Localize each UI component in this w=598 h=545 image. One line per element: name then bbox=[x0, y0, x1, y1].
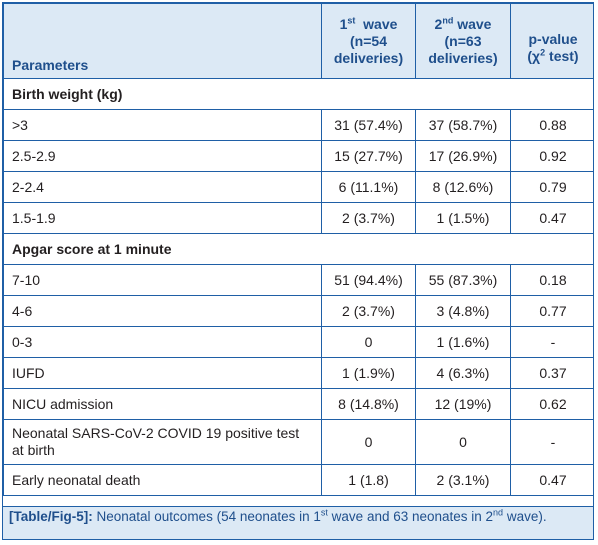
cell-parameter: Neonatal SARS-CoV-2 COVID 19 positive te… bbox=[3, 419, 322, 465]
cell-p-value: 0.18 bbox=[510, 264, 593, 296]
cell-first-wave: 15 (27.7%) bbox=[321, 140, 416, 172]
cell-parameter: 1.5-1.9 bbox=[3, 202, 322, 234]
header-first-wave-rest: wave bbox=[363, 15, 398, 32]
cell-p-value: 0.88 bbox=[510, 109, 593, 141]
header-first-wave-sup: st bbox=[347, 14, 356, 25]
cell-second-wave: 4 (6.3%) bbox=[415, 357, 511, 389]
cell-first-wave: 2 (3.7%) bbox=[321, 295, 416, 327]
table-row: 4-6 2 (3.7%) 3 (4.8%) 0.77 bbox=[3, 295, 593, 327]
header-second-wave-rest: wave bbox=[457, 15, 492, 32]
caption-text-a: Neonatal outcomes (54 neonates in 1 bbox=[92, 509, 321, 524]
cell-first-wave: 2 (3.7%) bbox=[321, 202, 416, 234]
cell-second-wave: 1 (1.6%) bbox=[415, 326, 511, 358]
cell-parameter: NICU admission bbox=[3, 388, 322, 420]
cell-first-wave: 8 (14.8%) bbox=[321, 388, 416, 420]
cell-second-wave: 37 (58.7%) bbox=[415, 109, 511, 141]
header-second-wave: 2nd wave (n=63 deliveries) bbox=[415, 3, 511, 79]
cell-first-wave: 1 (1.8) bbox=[321, 464, 416, 496]
cell-second-wave: 3 (4.8%) bbox=[415, 295, 511, 327]
cell-second-wave: 0 bbox=[415, 419, 511, 465]
table-row: 0-3 0 1 (1.6%) - bbox=[3, 326, 593, 358]
header-test: test) bbox=[549, 48, 579, 64]
cell-p-value: 0.79 bbox=[510, 171, 593, 203]
cell-p-value: 0.92 bbox=[510, 140, 593, 172]
cell-parameter: Early neonatal death bbox=[3, 464, 322, 496]
cell-p-value: 0.47 bbox=[510, 464, 593, 496]
cell-parameter: 2-2.4 bbox=[3, 171, 322, 203]
header-first-wave-n: (n=54 bbox=[350, 32, 387, 49]
header-parameters: Parameters bbox=[3, 3, 322, 79]
header-second-wave-sup: nd bbox=[442, 14, 454, 25]
caption-label: [Table/Fig-5]: bbox=[9, 509, 93, 524]
header-row: Parameters 1st wave (n=54 deliveries) 2n… bbox=[3, 3, 593, 79]
table-row: 7-10 51 (94.4%) 55 (87.3%) 0.18 bbox=[3, 264, 593, 296]
header-first-wave-deliveries: deliveries) bbox=[333, 49, 404, 66]
table-row: NICU admission 8 (14.8%) 12 (19%) 0.62 bbox=[3, 388, 593, 420]
header-first-wave-num: 1 bbox=[339, 15, 348, 32]
cell-parameter: 4-6 bbox=[3, 295, 322, 327]
header-second-wave-deliveries: deliveries) bbox=[428, 49, 498, 66]
cell-second-wave: 12 (19%) bbox=[415, 388, 511, 420]
cell-first-wave: 1 (1.9%) bbox=[321, 357, 416, 389]
header-second-wave-num: 2 bbox=[434, 15, 443, 32]
cell-p-value: 0.47 bbox=[510, 202, 593, 234]
caption-text-b: wave and 63 neonates in 2 bbox=[327, 509, 494, 524]
header-p-value-label: p-value bbox=[528, 31, 578, 47]
header-chi: (χ bbox=[527, 48, 541, 64]
cell-p-value: 0.77 bbox=[510, 295, 593, 327]
cell-second-wave: 17 (26.9%) bbox=[415, 140, 511, 172]
table-figure: Parameters 1st wave (n=54 deliveries) 2n… bbox=[2, 2, 594, 540]
cell-parameter: IUFD bbox=[3, 357, 322, 389]
cell-parameter: 7-10 bbox=[3, 264, 322, 296]
header-chi-sup: 2 bbox=[540, 47, 546, 58]
table-row: Neonatal SARS-CoV-2 COVID 19 positive te… bbox=[3, 419, 593, 465]
caption-text-c: wave). bbox=[503, 509, 547, 524]
cell-p-value: - bbox=[510, 326, 593, 358]
cell-parameter: >3 bbox=[3, 109, 322, 141]
table-row: 2.5-2.9 15 (27.7%) 17 (26.9%) 0.92 bbox=[3, 140, 593, 172]
table-row: Early neonatal death 1 (1.8) 2 (3.1%) 0.47 bbox=[3, 464, 593, 496]
header-p-value: p-value (χ2 test) bbox=[510, 3, 593, 79]
table-body: Birth weight (kg) >3 31 (57.4%) 37 (58.7%) 0… bbox=[3, 78, 593, 496]
cell-second-wave: 2 (3.1%) bbox=[415, 464, 511, 496]
cell-first-wave: 51 (94.4%) bbox=[321, 264, 416, 296]
cell-second-wave: 55 (87.3%) bbox=[415, 264, 511, 296]
caption-sup-a: st bbox=[320, 507, 328, 518]
caption-sup-b: nd bbox=[493, 507, 504, 518]
section-row: Birth weight (kg) bbox=[3, 78, 593, 110]
cell-first-wave: 31 (57.4%) bbox=[321, 109, 416, 141]
cell-p-value: 0.37 bbox=[510, 357, 593, 389]
neonatal-outcomes-table: Parameters 1st wave (n=54 deliveries) 2n… bbox=[3, 3, 593, 496]
cell-second-wave: 8 (12.6%) bbox=[415, 171, 511, 203]
cell-p-value: 0.62 bbox=[510, 388, 593, 420]
cell-second-wave: 1 (1.5%) bbox=[415, 202, 511, 234]
table-row: >3 31 (57.4%) 37 (58.7%) 0.88 bbox=[3, 109, 593, 141]
section-title: Apgar score at 1 minute bbox=[3, 233, 593, 265]
cell-parameter: 2.5-2.9 bbox=[3, 140, 322, 172]
cell-first-wave: 6 (11.1%) bbox=[321, 171, 416, 203]
section-row: Apgar score at 1 minute bbox=[3, 233, 593, 265]
table-row: IUFD 1 (1.9%) 4 (6.3%) 0.37 bbox=[3, 357, 593, 389]
table-row: 1.5-1.9 2 (3.7%) 1 (1.5%) 0.47 bbox=[3, 202, 593, 234]
header-first-wave: 1st wave (n=54 deliveries) bbox=[321, 3, 416, 79]
table-row: 2-2.4 6 (11.1%) 8 (12.6%) 0.79 bbox=[3, 171, 593, 203]
cell-p-value: - bbox=[510, 419, 593, 465]
cell-first-wave: 0 bbox=[321, 419, 416, 465]
figure-caption: [Table/Fig-5]: Neonatal outcomes (54 neo… bbox=[3, 506, 593, 539]
header-second-wave-n: (n=63 bbox=[444, 32, 482, 49]
cell-parameter: 0-3 bbox=[3, 326, 322, 358]
cell-first-wave: 0 bbox=[321, 326, 416, 358]
section-title: Birth weight (kg) bbox=[3, 78, 593, 110]
